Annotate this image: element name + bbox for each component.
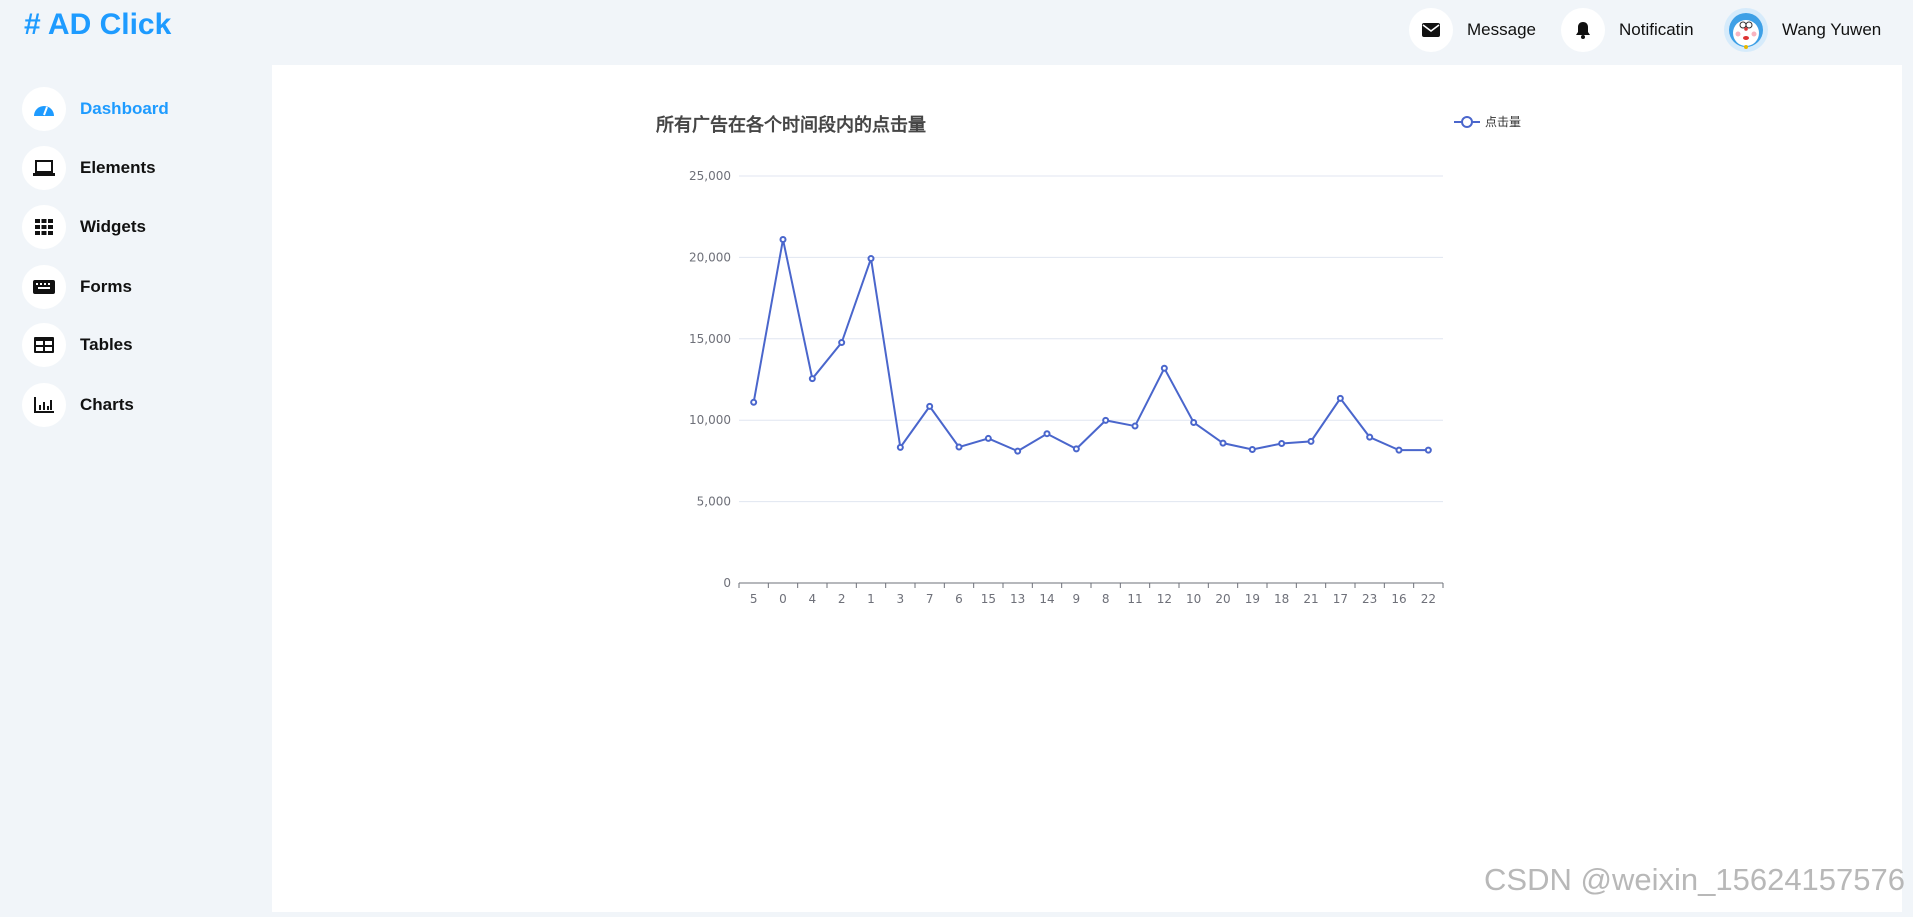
user-name: Wang Yuwen (1782, 20, 1882, 39)
sidebar: Dashboard Elements Widgets Forms Tables … (0, 65, 272, 912)
chart-legend[interactable]: 点击量 (1454, 115, 1521, 129)
data-point (779, 235, 787, 243)
sidebar-item-widgets[interactable]: Widgets (22, 205, 146, 249)
x-tick-label: 23 (1362, 592, 1377, 606)
sidebar-item-forms[interactable]: Forms (22, 265, 132, 309)
gauge-icon (22, 87, 66, 131)
notification-button[interactable]: Notificatin (1561, 8, 1694, 52)
sidebar-item-tables[interactable]: Tables (22, 323, 133, 367)
data-point (1307, 437, 1315, 445)
data-point (1160, 364, 1168, 372)
data-point (1014, 447, 1022, 455)
app-logo[interactable]: # AD Click (24, 8, 172, 41)
legend-label: 点击量 (1485, 115, 1521, 129)
x-tick-label: 16 (1391, 592, 1406, 606)
x-tick-label: 22 (1421, 592, 1436, 606)
sidebar-item-label: Elements (80, 158, 156, 177)
main-content: 所有广告在各个时间段内的点击量 点击量 0 5,000 10,000 15,000 20… (272, 65, 1902, 912)
data-point (750, 398, 758, 406)
legend-marker-icon (1461, 116, 1473, 128)
x-tick-label: 11 (1127, 592, 1142, 606)
data-point (896, 443, 904, 451)
data-point (1336, 394, 1344, 402)
data-point (1278, 439, 1286, 447)
message-button[interactable]: Message (1409, 8, 1536, 52)
bar-chart-icon (22, 383, 66, 427)
watermark: CSDN @weixin_15624157576 (1484, 862, 1905, 897)
x-tick-label: 20 (1215, 592, 1230, 606)
sidebar-item-label: Forms (80, 277, 132, 296)
x-tick-label: 17 (1333, 592, 1348, 606)
x-tick-label: 7 (926, 592, 934, 606)
data-point (1043, 430, 1051, 438)
grid-icon (22, 205, 66, 249)
sidebar-item-label: Charts (80, 395, 134, 414)
user-menu[interactable]: Wang Yuwen (1724, 8, 1881, 52)
data-point (1102, 416, 1110, 424)
x-tick-label: 6 (955, 592, 963, 606)
sidebar-item-elements[interactable]: Elements (22, 146, 156, 190)
message-label: Message (1467, 20, 1536, 39)
bell-icon (1561, 8, 1605, 52)
sidebar-item-label: Widgets (80, 217, 146, 236)
x-tick-label: 8 (1102, 592, 1110, 606)
sidebar-item-dashboard[interactable]: Dashboard (22, 87, 169, 131)
data-point (926, 402, 934, 410)
x-tick-label: 2 (838, 592, 846, 606)
data-point (1248, 446, 1256, 454)
y-tick-label: 15,000 (689, 332, 731, 346)
x-tick-label: 18 (1274, 592, 1289, 606)
y-tick-label: 25,000 (689, 169, 731, 183)
line-chart: 所有广告在各个时间段内的点击量 点击量 05,00010,00015,00020… (656, 114, 1521, 606)
y-tick-label: 0 (723, 576, 731, 590)
data-point (1072, 445, 1080, 453)
series-line (752, 239, 1429, 453)
data-point (838, 339, 846, 347)
x-tick-label: 5 (750, 592, 758, 606)
x-tick-label: 3 (897, 592, 905, 606)
sidebar-item-charts[interactable]: Charts (22, 383, 134, 427)
x-tick-label: 1 (867, 592, 875, 606)
data-point (1424, 446, 1432, 454)
y-tick-label: 5,000 (697, 495, 731, 509)
x-tick-label: 10 (1186, 592, 1201, 606)
notification-label: Notificatin (1619, 20, 1694, 39)
header: # AD Click Message Notificatin Wang Yuwe… (0, 0, 1913, 65)
data-point (1395, 446, 1403, 454)
y-tick-label: 10,000 (689, 413, 731, 427)
x-tick-label: 12 (1157, 592, 1172, 606)
x-tick-label: 13 (1010, 592, 1025, 606)
sidebar-item-label: Dashboard (80, 99, 169, 118)
x-tick-label: 14 (1039, 592, 1054, 606)
data-point (984, 434, 992, 442)
x-tick-label: 4 (809, 592, 817, 606)
data-point (867, 255, 875, 263)
data-point (1366, 433, 1374, 441)
x-tick-label: 9 (1073, 592, 1081, 606)
sidebar-item-label: Tables (80, 335, 133, 354)
data-point (1190, 418, 1198, 426)
data-point (955, 443, 963, 451)
table-icon (22, 323, 66, 367)
x-tick-label: 0 (779, 592, 787, 606)
keyboard-icon (22, 265, 66, 309)
data-point (1131, 422, 1139, 430)
laptop-icon (22, 146, 66, 190)
envelope-icon (1409, 8, 1453, 52)
x-tick-label: 21 (1303, 592, 1318, 606)
data-point (1219, 439, 1227, 447)
x-tick-label: 19 (1245, 592, 1260, 606)
y-tick-label: 20,000 (689, 250, 731, 264)
chart-title: 所有广告在各个时间段内的点击量 (656, 114, 926, 136)
data-point (808, 375, 816, 383)
x-tick-label: 15 (981, 592, 996, 606)
avatar (1724, 8, 1768, 52)
